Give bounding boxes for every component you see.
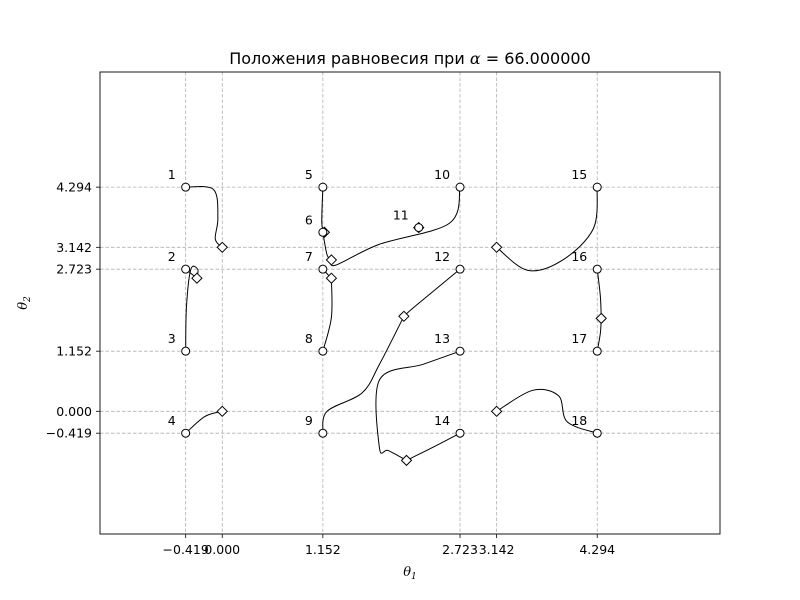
- start-point: [181, 264, 191, 274]
- trajectory-line: [185, 410, 223, 434]
- trajectory-line: [403, 268, 461, 317]
- point-label: 10: [434, 167, 450, 182]
- start-point: [318, 346, 328, 356]
- trajectory-line: [596, 269, 602, 319]
- equilibrium-diamond: [595, 312, 607, 325]
- start-point: [455, 346, 465, 356]
- trajectory-line: [322, 278, 333, 352]
- start-point: [181, 346, 191, 356]
- point-label: 9: [305, 413, 313, 428]
- point-label: 7: [305, 249, 313, 264]
- trajectory-line: [185, 265, 199, 352]
- equilibrium-diamond: [216, 405, 228, 418]
- point-label: 13: [434, 331, 450, 346]
- plot-area: [99, 71, 721, 535]
- trajectory-line: [496, 388, 598, 434]
- y-tick-label: −0.419: [46, 426, 92, 441]
- x-tick-label: 3.142: [479, 542, 515, 557]
- equilibrium-diamond: [191, 272, 203, 284]
- x-axis-label: θ1: [403, 565, 417, 582]
- y-tick-label: 0.000: [56, 404, 92, 419]
- point-label: 5: [305, 167, 313, 182]
- point-label: 15: [571, 167, 587, 182]
- trajectory-line: [322, 316, 405, 434]
- x-tick-label: 0.000: [204, 542, 240, 557]
- start-point: [181, 428, 191, 438]
- x-tick-label: −0.419: [163, 542, 209, 557]
- chart-title: Положения равновесия при α = 66.000000: [229, 49, 591, 68]
- point-label: 14: [434, 413, 450, 428]
- point-label: 11: [393, 208, 409, 223]
- point-label: 6: [305, 212, 313, 227]
- point-label: 4: [168, 413, 176, 428]
- grid: [100, 72, 720, 534]
- markers: [181, 182, 607, 467]
- equilibrium-diamond: [490, 241, 503, 254]
- equilibrium-diamond: [398, 310, 410, 323]
- trajectory-line: [330, 187, 461, 267]
- start-point: [592, 182, 602, 192]
- trajectories: [185, 186, 602, 461]
- y-axis-label: θ2: [16, 296, 33, 310]
- point-label: 16: [571, 249, 587, 264]
- x-tick-label: 2.723: [442, 542, 478, 557]
- x-tick-label: 1.152: [305, 542, 341, 557]
- start-point: [181, 182, 191, 192]
- trajectory-line: [185, 186, 223, 248]
- start-point: [592, 346, 602, 356]
- equilibrium-diamond: [400, 454, 413, 467]
- equilibrium-diamond: [325, 254, 338, 266]
- x-tick-label: 4.294: [579, 542, 615, 557]
- point-label: 1: [168, 167, 176, 182]
- start-point: [318, 264, 328, 274]
- start-point: [455, 182, 465, 192]
- equilibrium-diamond: [216, 241, 228, 254]
- equilibrium-diamond: [490, 405, 503, 418]
- start-point: [318, 182, 328, 192]
- point-label: 8: [305, 331, 313, 346]
- start-point: [592, 264, 602, 274]
- point-label: 17: [571, 331, 587, 346]
- start-point: [414, 223, 424, 233]
- start-point: [318, 428, 328, 438]
- point-label: 12: [434, 249, 450, 264]
- y-tick-label: 2.723: [56, 262, 92, 277]
- y-tick-label: 4.294: [56, 180, 92, 195]
- start-point: [455, 264, 465, 274]
- start-point: [455, 428, 465, 438]
- trajectory-line: [496, 187, 598, 272]
- start-point: [318, 227, 328, 237]
- start-point: [592, 428, 602, 438]
- trajectory-line: [406, 432, 461, 461]
- equilibrium-diamond: [325, 272, 338, 284]
- point-label: 3: [168, 331, 176, 346]
- y-tick-label: 3.142: [56, 240, 92, 255]
- y-tick-label: 1.152: [56, 344, 92, 359]
- point-label: 2: [168, 249, 176, 264]
- trajectory-line: [375, 350, 461, 461]
- point-label: 18: [571, 413, 587, 428]
